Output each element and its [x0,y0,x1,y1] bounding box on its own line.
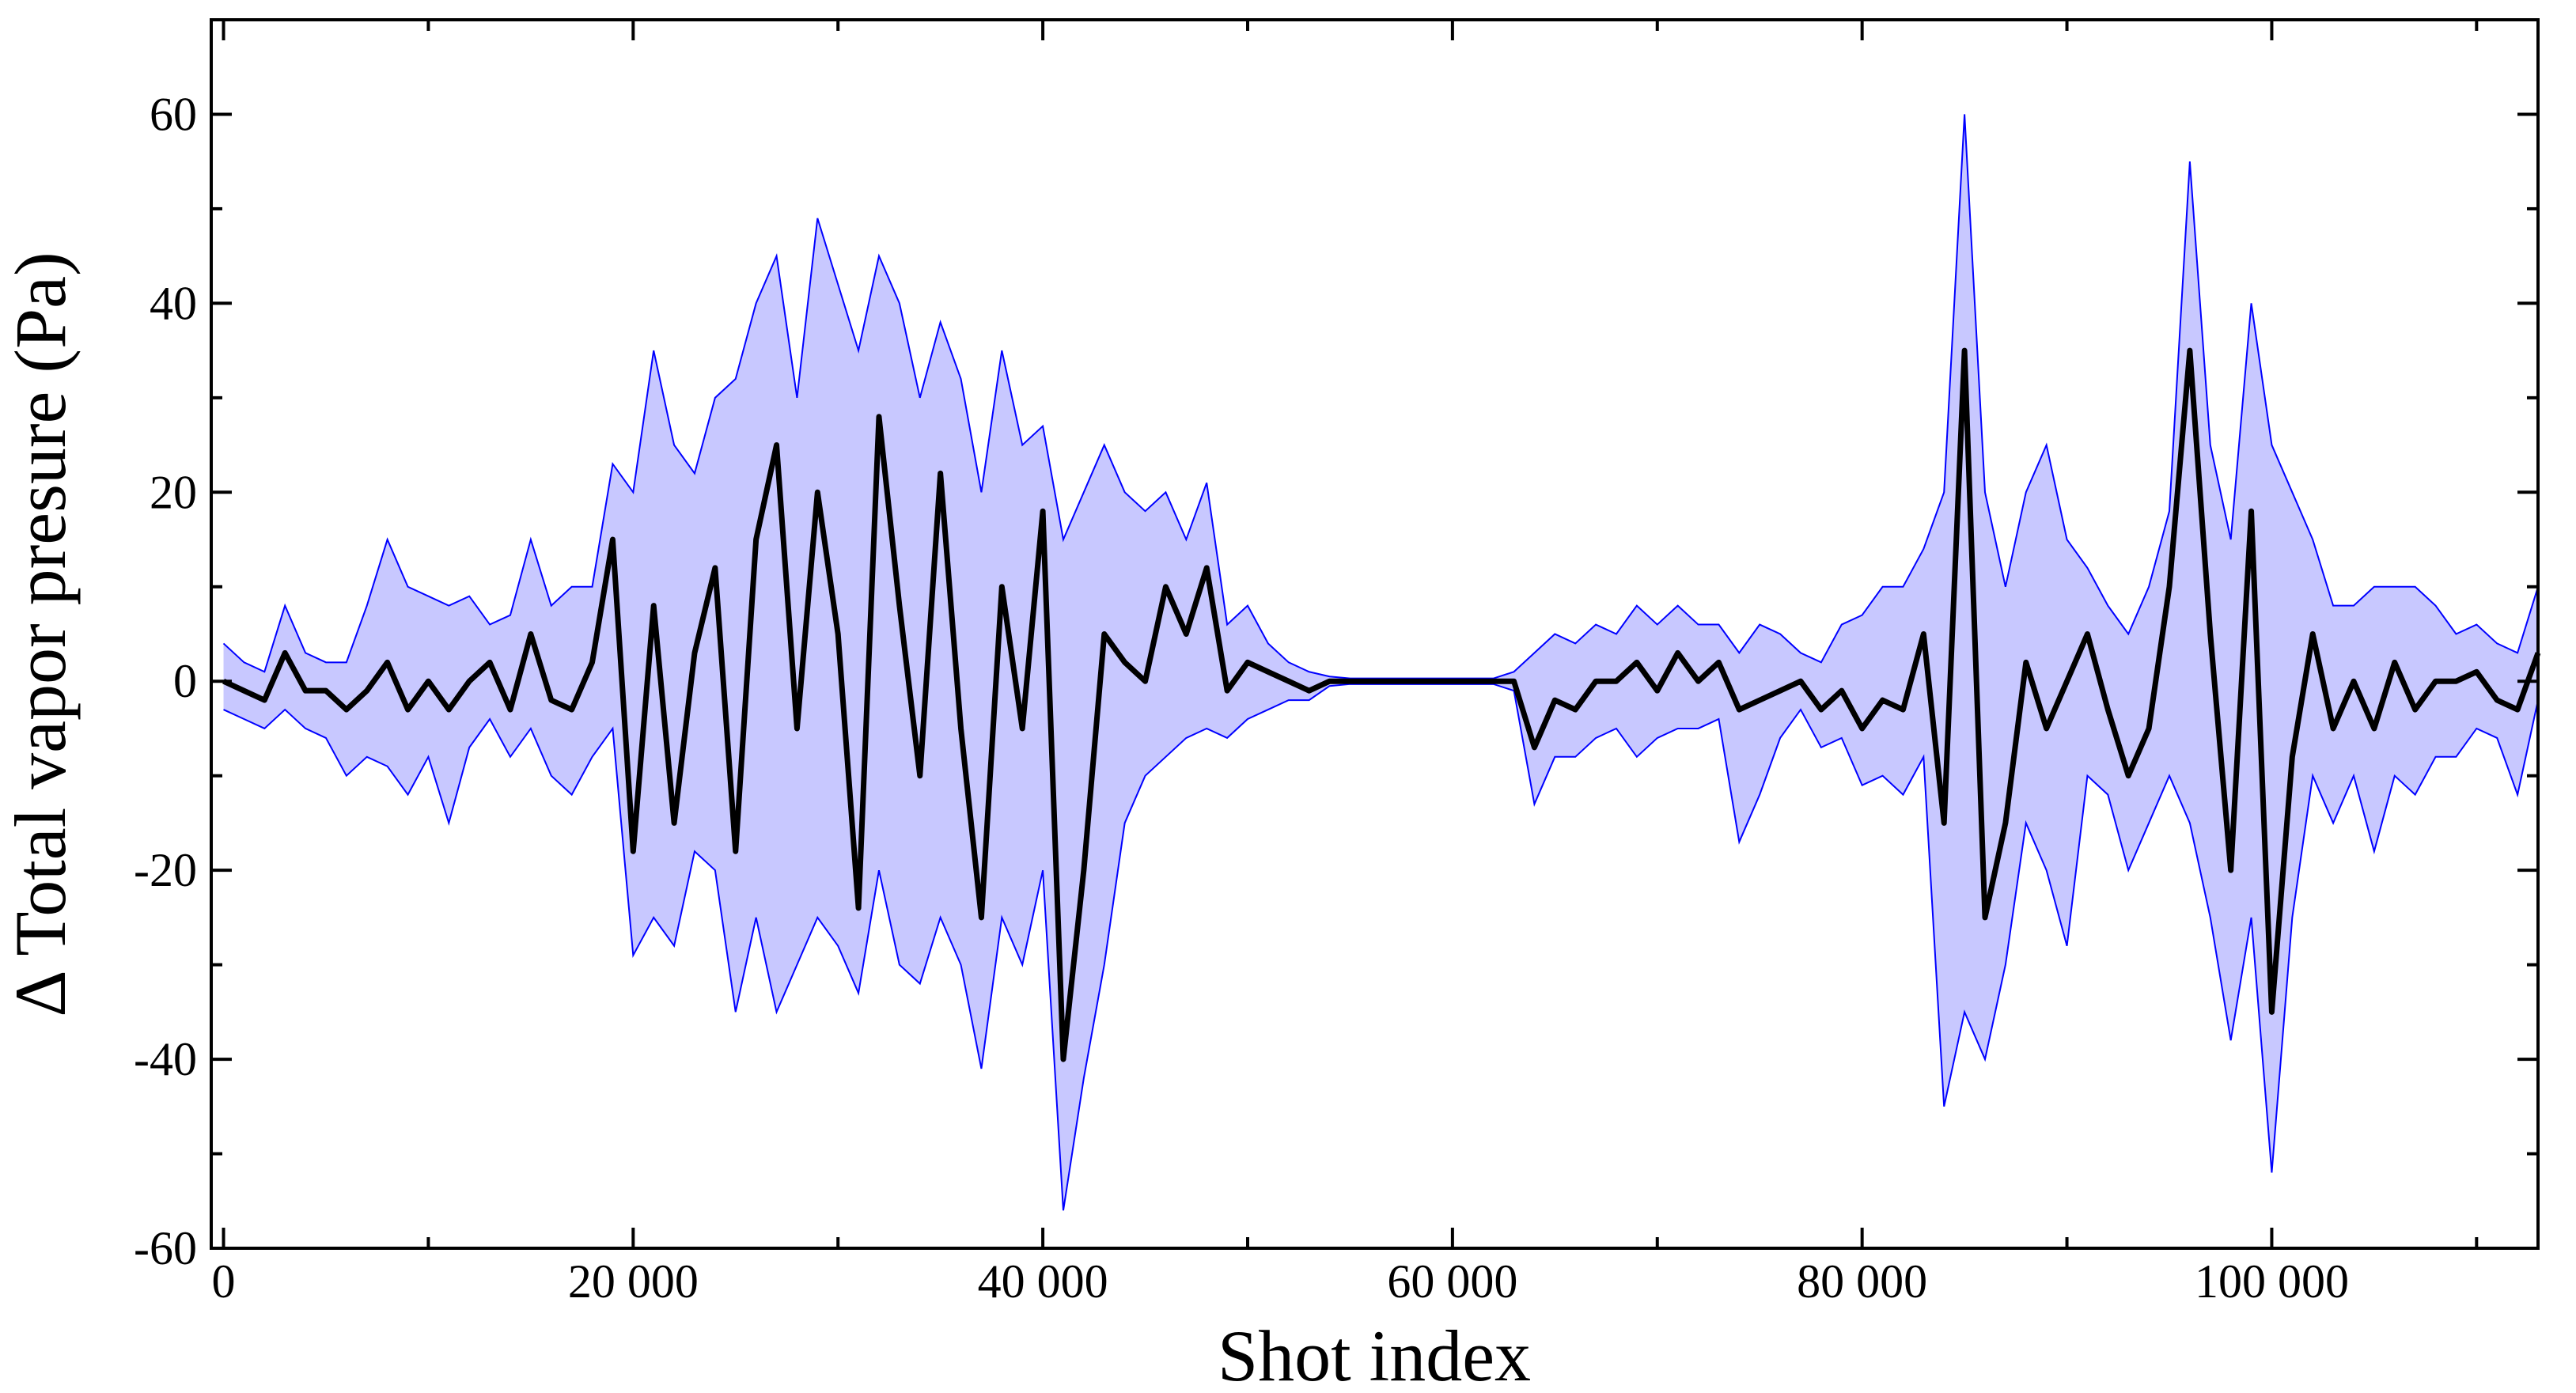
y-tick-label: 60 [150,88,197,140]
x-tick-label: 20 000 [568,1255,699,1308]
x-tick-label: 40 000 [978,1255,1108,1308]
y-tick-label: -20 [134,844,197,896]
band-upper [222,114,2539,679]
x-tick-label: 100 000 [2195,1255,2349,1308]
y-tick-label: 40 [150,277,197,329]
x-axis-label: Shot index [1218,1315,1531,1393]
y-tick-label: 20 [150,466,197,518]
mean-line [222,347,2541,1062]
x-tick-label: 0 [212,1255,236,1308]
band-lower [223,683,2539,1211]
y-tick-label: -60 [134,1222,197,1274]
y-tick-label: 0 [173,655,197,707]
y-tick-label: -40 [134,1033,197,1085]
x-tick-label: 80 000 [1797,1255,1927,1308]
x-tick-label: 60 000 [1387,1255,1517,1308]
y-axis-label: Δ Total vapor presure (Pa) [0,252,81,1016]
plot-frame [210,18,2540,1250]
band-area [223,114,2538,1211]
